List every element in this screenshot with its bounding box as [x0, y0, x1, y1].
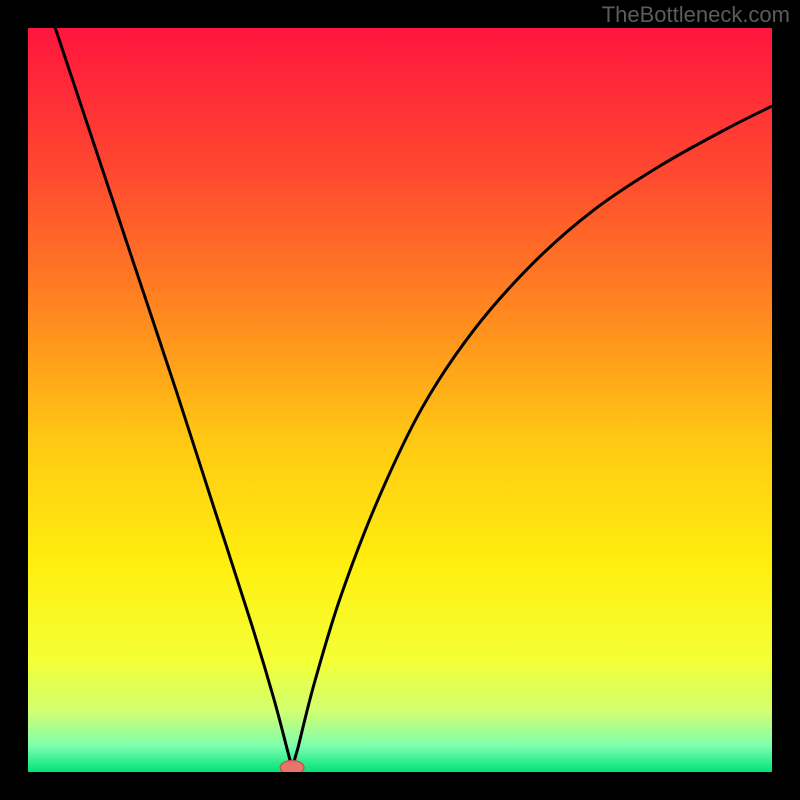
min-point-marker	[280, 761, 304, 775]
bottleneck-curve-chart	[0, 0, 800, 800]
plot-gradient-background	[28, 28, 772, 772]
chart-container: { "chart": { "type": "line", "watermark_…	[0, 0, 800, 800]
watermark-text: TheBottleneck.com	[602, 2, 790, 28]
